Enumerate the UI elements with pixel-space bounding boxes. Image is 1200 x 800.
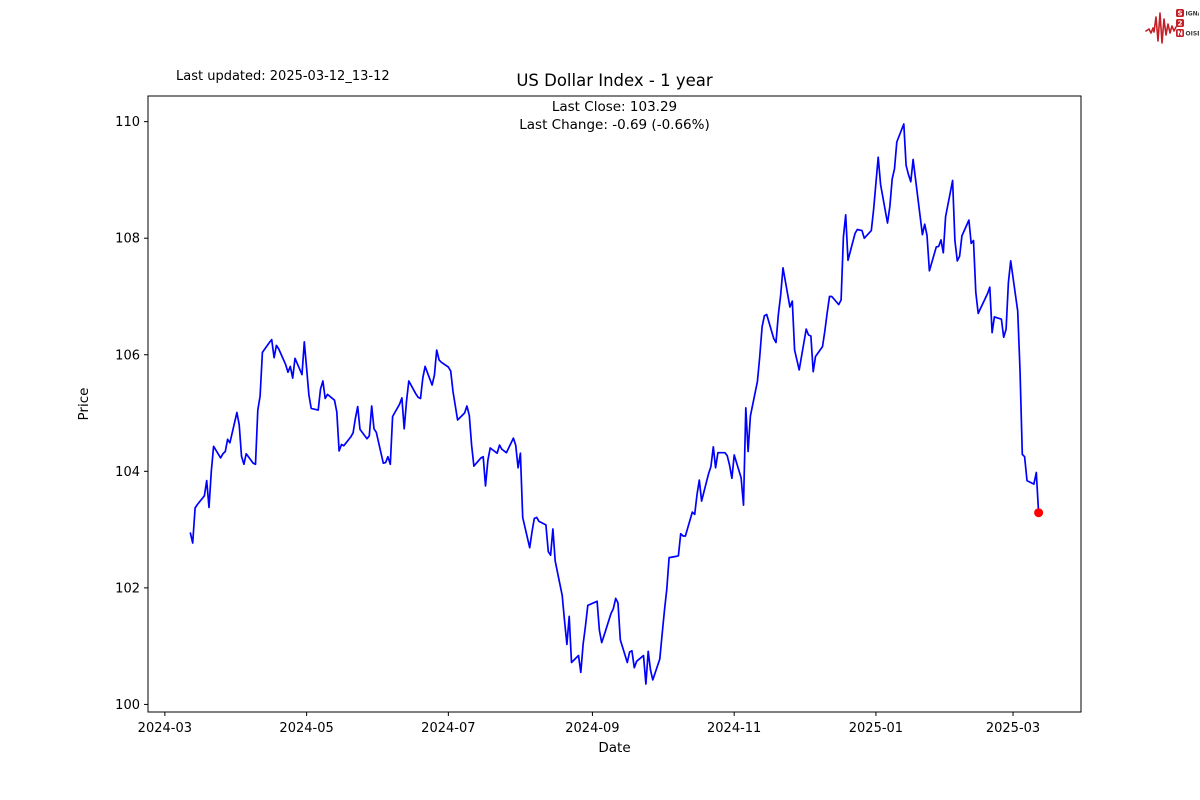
x-tick-label: 2025-03 xyxy=(986,721,1040,736)
logo-letter-s: S xyxy=(1177,10,1182,18)
price-line xyxy=(189,123,1040,685)
badge-n xyxy=(1176,29,1184,37)
last-close-marker xyxy=(1034,508,1044,518)
x-tick-label: 2025-01 xyxy=(849,721,903,736)
y-tick-label: 100 xyxy=(115,698,140,713)
x-axis-label: Date xyxy=(598,740,631,756)
y-tick-label: 106 xyxy=(115,348,140,363)
last-change-text: Last Change: -0.69 (-0.66%) xyxy=(519,117,710,133)
x-tick-label: 2024-03 xyxy=(138,721,192,736)
badge-2 xyxy=(1176,19,1184,27)
plot-border xyxy=(147,95,1082,713)
waveform-icon xyxy=(1145,12,1177,44)
y-axis-label: Price xyxy=(76,387,92,421)
x-tick-label: 2024-05 xyxy=(279,721,333,736)
last-updated-text: Last updated: 2025-03-12_13-12 xyxy=(176,69,390,84)
logo-text-oise: OISE xyxy=(1186,30,1200,37)
y-tick-label: 110 xyxy=(115,115,140,130)
logo-digit-2: 2 xyxy=(1178,20,1183,28)
y-tick-label: 104 xyxy=(115,465,140,480)
logo-letter-n: N xyxy=(1177,30,1183,38)
x-tick-label: 2024-09 xyxy=(565,721,619,736)
signal2noise-logo: S IGNAL 2 N OISE xyxy=(1145,9,1200,44)
logo-text-ignal: IGNAL xyxy=(1186,10,1200,17)
y-tick-label: 102 xyxy=(115,581,140,596)
x-tick-label: 2024-07 xyxy=(421,721,475,736)
y-tick-label: 108 xyxy=(115,232,140,247)
x-tick-label: 2024-11 xyxy=(707,721,761,736)
page-title: US Dollar Index - 1 year xyxy=(516,71,713,90)
badge-s xyxy=(1176,9,1184,17)
last-close-text: Last Close: 103.29 xyxy=(551,99,678,115)
